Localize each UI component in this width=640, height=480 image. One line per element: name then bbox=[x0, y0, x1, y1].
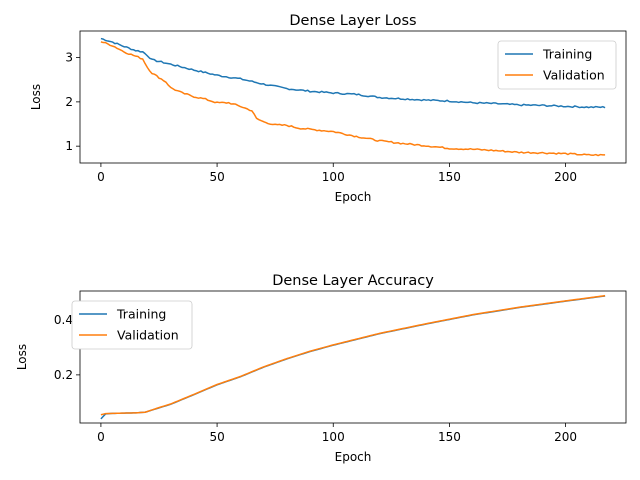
x-tick-label: 0 bbox=[97, 170, 105, 184]
y-tick-label: 3 bbox=[65, 51, 73, 65]
x-tick-label: 100 bbox=[322, 430, 345, 444]
x-tick-label: 150 bbox=[438, 430, 461, 444]
y-tick-label: 0.4 bbox=[54, 313, 73, 327]
series-line-validation bbox=[100, 41, 606, 157]
x-tick-label: 0 bbox=[97, 430, 105, 444]
x-tick-label: 200 bbox=[554, 430, 577, 444]
legend: Training Validation bbox=[497, 40, 617, 90]
legend-label-validation: Validation bbox=[543, 68, 605, 83]
legend-box bbox=[497, 40, 617, 90]
subplot-2: Dense Layer Accuracy 0 50 100 150 200 0.2 0.4 Ep… bbox=[15, 273, 627, 464]
y-axis-label: Loss bbox=[29, 84, 43, 110]
legend-label-validation: Validation bbox=[117, 328, 179, 343]
y-axis-label: Loss bbox=[15, 344, 29, 370]
chart-title: Dense Layer Accuracy bbox=[272, 273, 434, 289]
x-tick-label: 50 bbox=[209, 170, 224, 184]
legend-box bbox=[71, 300, 193, 350]
y-tick-label: 1 bbox=[65, 139, 73, 153]
subplot-1: Dense Layer Loss 0 50 100 150 200 1 2 3 Epoch Loss… bbox=[29, 13, 627, 204]
legend-label-training: Training bbox=[116, 307, 166, 322]
axes-frame bbox=[79, 30, 627, 164]
chart-title: Dense Layer Loss bbox=[289, 13, 416, 29]
series-line-training bbox=[100, 37, 606, 109]
x-tick-label: 50 bbox=[209, 430, 224, 444]
x-tick-label: 200 bbox=[554, 170, 577, 184]
x-tick-label: 150 bbox=[438, 170, 461, 184]
legend: Training Validation bbox=[71, 300, 193, 350]
axes-frame bbox=[79, 290, 627, 424]
legend-label-training: Training bbox=[542, 47, 592, 62]
y-tick-label: 2 bbox=[65, 95, 73, 109]
y-tick-label: 0.2 bbox=[54, 368, 73, 382]
x-axis-label: Epoch bbox=[335, 450, 372, 464]
x-axis-label: Epoch bbox=[335, 190, 372, 204]
x-tick-label: 100 bbox=[322, 170, 345, 184]
series-line-validation bbox=[100, 294, 606, 416]
